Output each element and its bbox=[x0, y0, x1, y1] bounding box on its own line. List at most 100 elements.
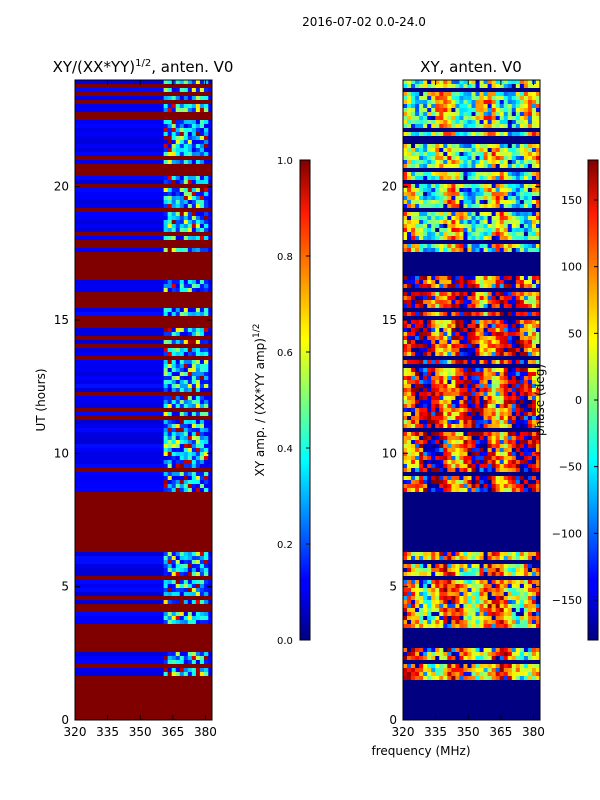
amplitude-heatmap-cell bbox=[183, 332, 189, 337]
phase-heatmap-cell bbox=[415, 104, 420, 109]
phase-heatmap-cell bbox=[403, 224, 408, 229]
phase-heatmap-cell bbox=[459, 584, 464, 589]
phase-heatmap-cell bbox=[419, 648, 424, 653]
amplitude-heatmap-cell bbox=[195, 564, 201, 569]
phase-heatmap-cell bbox=[455, 92, 460, 97]
amplitude-heatmap-cell bbox=[163, 128, 168, 133]
phase-heatmap-cell bbox=[431, 292, 436, 297]
phase-heatmap-cell bbox=[435, 152, 440, 157]
phase-heatmap-cell bbox=[511, 164, 517, 169]
phase-heatmap-cell bbox=[459, 444, 464, 449]
phase-heatmap-cell bbox=[483, 480, 488, 485]
amplitude-heatmap-cell bbox=[171, 412, 177, 417]
amplitude-heatmap-row bbox=[75, 660, 212, 665]
phase-heatmap-cell bbox=[507, 352, 513, 357]
phase-heatmap-row bbox=[403, 700, 540, 705]
amplitude-heatmap-cell bbox=[187, 568, 193, 573]
phase-heatmap-cell bbox=[435, 292, 440, 297]
phase-heatmap-cell bbox=[455, 292, 460, 297]
phase-heatmap-cell bbox=[431, 172, 436, 177]
amplitude-heatmap-row bbox=[75, 496, 212, 501]
phase-heatmap-cell bbox=[523, 284, 529, 289]
phase-heatmap-cell bbox=[439, 328, 444, 333]
amplitude-heatmap-cell bbox=[203, 564, 209, 569]
amplitude-heatmap-cell bbox=[195, 108, 201, 113]
amplitude-heatmap-cell bbox=[167, 152, 173, 157]
amplitude-heatmap-cell bbox=[179, 140, 185, 145]
amplitude-heatmap-cell bbox=[175, 652, 181, 657]
phase-heatmap-cell bbox=[471, 616, 476, 621]
phase-heatmap-cell bbox=[423, 324, 428, 329]
phase-heatmap-cell bbox=[487, 464, 492, 469]
phase-heatmap-cell bbox=[419, 376, 424, 381]
phase-heatmap-cell bbox=[499, 176, 505, 181]
phase-heatmap-cell bbox=[511, 584, 517, 589]
phase-heatmap-cell bbox=[527, 392, 533, 397]
amplitude-heatmap-cell bbox=[183, 592, 189, 597]
phase-heatmap-cell bbox=[455, 84, 460, 89]
amplitude-heatmap-cell bbox=[187, 136, 193, 141]
phase-heatmap-cell bbox=[435, 160, 440, 165]
phase-heatmap-cell bbox=[459, 220, 464, 225]
amplitude-heatmap-cell bbox=[171, 180, 177, 185]
phase-heatmap-cell bbox=[515, 648, 521, 653]
phase-heatmap-cell bbox=[483, 192, 488, 197]
phase-heatmap-cell bbox=[499, 340, 505, 345]
phase-heatmap-cell bbox=[487, 380, 492, 385]
phase-heatmap-cell bbox=[467, 556, 472, 561]
phase-heatmap-cell bbox=[483, 340, 488, 345]
phase-heatmap-cell bbox=[475, 320, 480, 325]
phase-heatmap-cell bbox=[531, 384, 537, 389]
amplitude-heatmap-cell bbox=[203, 360, 209, 365]
amplitude-heatmap-cell bbox=[163, 372, 168, 377]
phase-heatmap-cell bbox=[443, 468, 448, 473]
phase-heatmap-cell bbox=[511, 96, 517, 101]
phase-heatmap-cell bbox=[415, 96, 420, 101]
amplitude-heatmap-cell bbox=[175, 216, 181, 221]
phase-heatmap-cell bbox=[467, 380, 472, 385]
phase-heatmap-cell bbox=[463, 588, 468, 593]
phase-heatmap-cell bbox=[407, 204, 412, 209]
amplitude-heatmap-cell bbox=[179, 328, 185, 333]
phase-heatmap-cell bbox=[531, 596, 537, 601]
phase-heatmap-cell bbox=[495, 572, 501, 577]
amplitude-heatmap-row bbox=[75, 620, 212, 625]
amplitude-heatmap-cell bbox=[167, 236, 173, 241]
phase-heatmap-cell bbox=[411, 188, 416, 193]
phase-heatmap-cell bbox=[487, 620, 492, 625]
phase-heatmap-cell bbox=[443, 424, 448, 429]
phase-heatmap-cell bbox=[515, 224, 521, 229]
amplitude-heatmap-cell bbox=[175, 456, 181, 461]
phase-heatmap-cell bbox=[527, 664, 533, 669]
phase-heatmap-cell bbox=[415, 596, 420, 601]
phase-heatmap-cell bbox=[411, 344, 416, 349]
phase-heatmap-cell bbox=[459, 424, 464, 429]
phase-heatmap-cell bbox=[527, 124, 533, 129]
phase-heatmap-cell bbox=[523, 368, 529, 373]
phase-heatmap-cell bbox=[527, 380, 533, 385]
amplitude-heatmap-cell bbox=[195, 228, 201, 233]
phase-heatmap-cell bbox=[511, 204, 517, 209]
phase-heatmap-cell bbox=[415, 216, 420, 221]
phase-heatmap-cell bbox=[427, 188, 432, 193]
phase-heatmap-cell bbox=[415, 296, 420, 301]
phase-heatmap-cell bbox=[423, 448, 428, 453]
phase-heatmap-cell bbox=[503, 616, 509, 621]
amplitude-heatmap-row bbox=[75, 348, 212, 353]
phase-heatmap-cell bbox=[475, 96, 480, 101]
amplitude-heatmap-row bbox=[75, 172, 212, 177]
phase-heatmap-cell bbox=[523, 564, 529, 569]
phase-heatmap-cell bbox=[451, 564, 456, 569]
amplitude-heatmap-row bbox=[75, 248, 212, 253]
phase-heatmap-cell bbox=[515, 348, 521, 353]
phase-heatmap-cell bbox=[451, 616, 456, 621]
phase-heatmap-cell bbox=[439, 312, 444, 317]
phase-heatmap-cell bbox=[443, 244, 448, 249]
phase-heatmap-cell bbox=[507, 432, 513, 437]
amplitude-heatmap-row bbox=[75, 512, 212, 517]
phase-heatmap-cell bbox=[519, 204, 525, 209]
phase-heatmap-cell bbox=[403, 656, 408, 661]
phase-heatmap-cell bbox=[475, 584, 480, 589]
phase-heatmap-cell bbox=[467, 164, 472, 169]
phase-heatmap-cell bbox=[415, 292, 420, 297]
